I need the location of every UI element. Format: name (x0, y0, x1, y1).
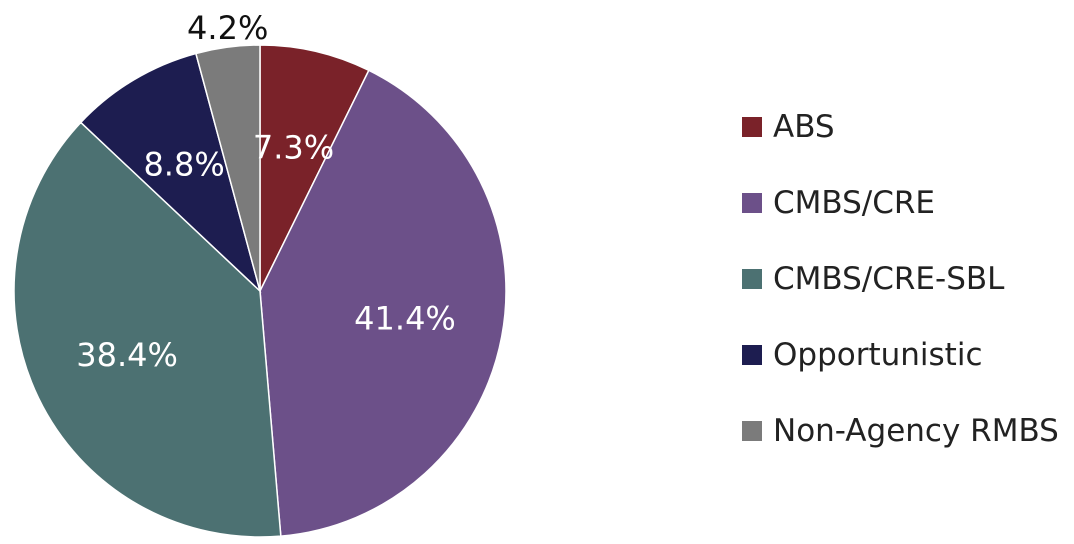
legend-item-non-agency-rmbs: Non-Agency RMBS (742, 413, 1059, 449)
legend-swatch (742, 345, 762, 365)
legend: ABS CMBS/CRE CMBS/CRE-SBL Opportunistic Non-… (742, 109, 1059, 449)
legend-label: CMBS/CRE-SBL (773, 261, 1005, 297)
pie-slice-cmbs-cre (259, 69, 507, 537)
legend-item-abs: ABS (742, 109, 835, 145)
pie-slices (13, 44, 507, 538)
pie-slice-non-agency-rmbs (194, 44, 261, 292)
legend-item-opportunistic: Opportunistic (742, 337, 983, 373)
legend-label: Non-Agency RMBS (773, 413, 1059, 449)
slice-label-abs: 7.3% (253, 128, 334, 166)
legend-label: ABS (773, 109, 835, 145)
legend-label: Opportunistic (773, 337, 983, 373)
legend-item-cmbs-cre-sbl: CMBS/CRE-SBL (742, 261, 1005, 297)
legend-label: CMBS/CRE (773, 185, 935, 221)
legend-swatch (742, 117, 762, 137)
pie-slice-cmbs-cre-sbl (13, 121, 282, 538)
legend-swatch (742, 193, 762, 213)
legend-item-cmbs-cre: CMBS/CRE (742, 185, 935, 221)
slice-label-non-agency-rmbs: 4.2% (187, 9, 268, 47)
slice-label-cmbs-cre: 41.4% (354, 299, 456, 337)
slice-label-opportunistic: 8.8% (143, 145, 224, 183)
pie-slice-labels: 7.3% 41.4% 38.4% 8.8% 4.2% (76, 9, 456, 374)
legend-swatch (742, 269, 762, 289)
pie-slice-opportunistic (79, 52, 262, 294)
slice-label-cmbs-cre-sbl: 38.4% (76, 336, 178, 374)
pie-slice-abs (259, 44, 370, 292)
legend-swatch (742, 421, 762, 441)
